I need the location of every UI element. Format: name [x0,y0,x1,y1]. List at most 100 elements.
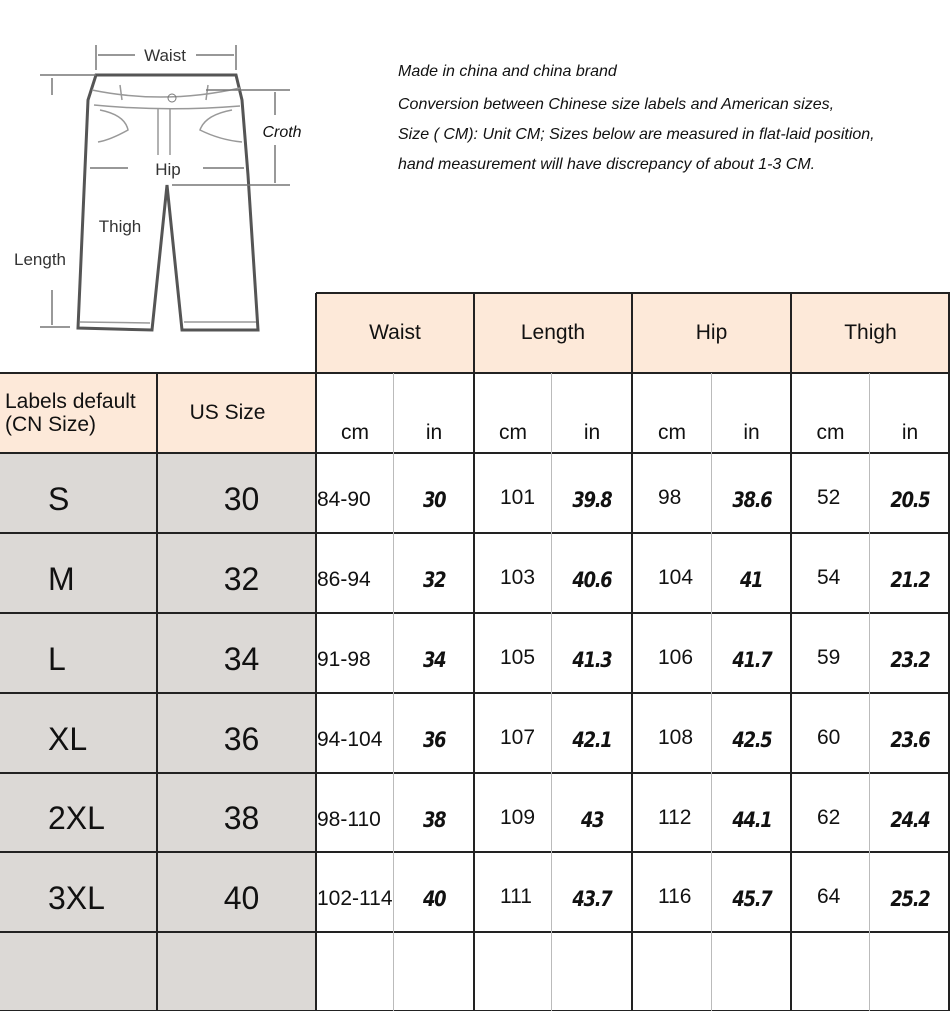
us-size-cell-text: 36 [223,720,260,757]
us-size-cell: 32 [157,533,316,613]
measurement-cell-text: 94-104 [317,728,383,751]
us-size-cell: 30 [157,453,316,533]
measurement-cell: 98-110 [316,773,394,852]
grid-line [948,293,950,1011]
measurement-cell-text: 38.6 [732,488,772,512]
measurement-cell: 94-104 [316,693,394,773]
unit-header-text: in [901,421,919,444]
measurement-cell: 102-114 [316,852,394,932]
measurement-cell: 116 [632,852,712,932]
measurement-cell: 86-94 [316,533,394,613]
measurement-cell-text: 102-114 [317,887,393,910]
cn-size-cell: XL [0,693,157,773]
unit-header: in [870,373,950,453]
measurement-cell: 40.6 [552,533,632,613]
us-size-cell-text: 38 [223,800,260,836]
measurement-cell-text: 40 [422,887,447,911]
cn-size-cell-text: XL [48,720,88,757]
cn-size-cell: L [0,613,157,693]
unit-header-text: in [425,421,443,444]
measurement-cell: 111 [474,852,552,932]
measurement-cell-text: 98-110 [317,807,381,831]
note-line: Made in china and china brand [398,63,617,80]
measurement-cell: 42.1 [552,693,632,773]
cn-size-header-text: Labels default (CN Size) [5,390,136,436]
note-line: Size ( CM): Unit CM; Sizes below are mea… [398,126,875,143]
measurement-cell: 98 [632,453,712,533]
column-group-header-text: Length [520,321,586,344]
measurement-cell-text: 25.2 [890,887,931,911]
measurement-cell-text: 41.7 [732,648,772,672]
grid-line [551,373,552,1011]
column-group-header: Length [474,293,632,373]
measurement-cell-text: 91-98 [317,648,371,671]
measurement-cell-text: 103 [500,566,536,589]
unit-header: cm [474,373,552,453]
measurement-cell: 105 [474,613,552,693]
measurement-cell-text: 24.4 [890,807,931,832]
grid-line [0,612,950,614]
measurement-cell-text: 105 [500,646,536,669]
unit-header: in [394,373,474,453]
unit-header-text: in [583,421,601,444]
cn-size-cell-text: 2XL [48,800,105,836]
unit-header-text: cm [816,421,845,444]
us-size-cell: 40 [157,852,316,932]
measurement-cell: 42.5 [712,693,791,773]
measurement-cell-text: 52 [817,486,841,509]
measurement-cell-text: 86-94 [317,568,371,591]
measurement-cell-text: 32 [422,568,447,592]
measurement-cell-text: 62 [817,805,841,829]
grid-line [790,293,792,1011]
measurement-cell: 108 [632,693,712,773]
length-label: Length [14,250,66,269]
measurement-cell: 60 [791,693,870,773]
measurement-cell: 45.7 [712,852,791,932]
measurement-cell: 41 [712,533,791,613]
measurement-cell: 64 [791,852,870,932]
cn-size-cell: 3XL [0,852,157,932]
measurement-cell-text: 107 [500,726,536,749]
cn-size-header: Labels default (CN Size) [0,373,157,453]
measurement-cell: 23.2 [870,613,950,693]
measurement-cell-text: 39.8 [572,488,613,512]
measurement-cell-text: 40.6 [572,568,613,592]
measurement-cell-text: 108 [658,726,694,749]
unit-header: cm [791,373,870,453]
measurement-cell: 38.6 [712,453,791,533]
us-size-cell-text: 34 [223,640,260,677]
measurement-cell-text: 106 [658,646,694,669]
measurement-cell: 40 [394,852,474,932]
measurement-cell-text: 30 [422,488,447,512]
grid-line [393,373,394,1011]
grid-line [0,772,950,774]
measurement-cell-text: 23.2 [890,648,931,672]
measurement-cell: 21.2 [870,533,950,613]
empty-cell [157,932,316,1011]
column-group-header: Waist [316,293,474,373]
measurement-cell-text: 54 [817,566,841,589]
measurement-cell-text: 43.7 [572,887,613,911]
us-size-cell-text: 30 [223,480,260,517]
cn-size-cell-text: M [48,560,75,597]
note-line: hand measurement will have discrepancy o… [398,156,816,173]
measurement-cell: 36 [394,693,474,773]
measurement-cell-text: 42.5 [732,728,772,752]
measurement-cell: 112 [632,773,712,852]
us-size-cell: 36 [157,693,316,773]
grid-line [0,452,950,454]
measurement-cell-text: 43 [580,807,605,832]
measurement-cell: 23.6 [870,693,950,773]
column-group-header-text: Thigh [844,321,897,344]
us-size-cell: 38 [157,773,316,852]
measurement-cell-text: 84-90 [317,488,371,511]
measurement-cell-text: 20.5 [890,488,931,512]
measurement-cell: 38 [394,773,474,852]
measurement-cell: 43.7 [552,852,632,932]
measurement-cell: 30 [394,453,474,533]
measurement-cell-text: 60 [817,726,841,749]
unit-header-text: in [743,421,760,444]
cn-size-cell: 2XL [0,773,157,852]
note-line: Conversion between Chinese size labels a… [398,96,835,113]
